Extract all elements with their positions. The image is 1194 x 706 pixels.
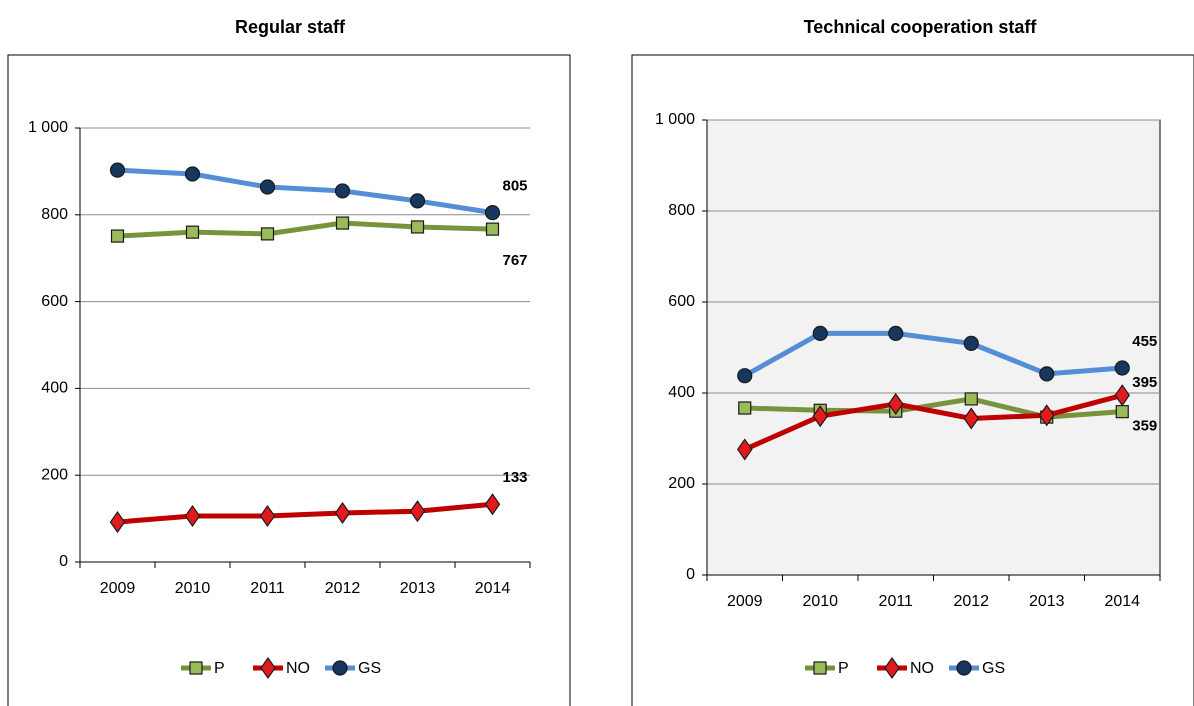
legend-label: P	[214, 660, 225, 677]
x-tick-label: 2009	[100, 580, 136, 597]
marker	[332, 660, 348, 676]
y-tick-label: 0	[59, 553, 68, 570]
series-line	[117, 220, 493, 239]
series-line	[117, 501, 493, 525]
y-tick-label: 800	[668, 202, 695, 219]
marker	[485, 222, 500, 236]
y-tick-label: 200	[668, 475, 695, 492]
legend-label: NO	[286, 660, 310, 677]
marker	[409, 193, 426, 209]
marker	[1114, 384, 1130, 407]
series-line	[743, 392, 1123, 452]
series-line	[744, 396, 1123, 420]
x-tick-label: 2011	[250, 580, 285, 597]
data-label: 455	[1132, 333, 1157, 350]
marker	[109, 162, 126, 178]
x-tick-label: 2010	[802, 593, 838, 610]
marker	[737, 438, 753, 461]
chart-frame	[631, 54, 1194, 706]
y-tick-label: 0	[686, 566, 695, 583]
marker	[335, 216, 350, 230]
chart-title: Regular staff	[235, 17, 346, 37]
legend-label: NO	[910, 660, 934, 677]
chart-title: Technical cooperation staff	[804, 17, 1038, 37]
series-line	[743, 330, 1123, 378]
marker	[884, 656, 900, 680]
legend-label: GS	[358, 660, 381, 677]
marker	[410, 220, 425, 234]
marker	[738, 401, 752, 415]
y-tick-label: 1 000	[28, 119, 68, 136]
marker	[1115, 405, 1129, 419]
x-tick-label: 2009	[727, 593, 763, 610]
x-tick-label: 2012	[325, 580, 361, 597]
marker	[334, 183, 351, 199]
marker	[259, 504, 276, 528]
x-tick-label: 2014	[1104, 593, 1140, 610]
data-label: 767	[503, 252, 528, 269]
data-label: 359	[1132, 418, 1157, 435]
marker	[409, 500, 426, 523]
y-tick-label: 600	[668, 293, 695, 310]
y-tick-label: 400	[41, 380, 68, 397]
x-tick-label: 2010	[175, 580, 211, 597]
marker	[110, 229, 125, 243]
x-tick-label: 2012	[953, 593, 989, 610]
x-tick-label: 2013	[400, 580, 436, 597]
marker	[963, 335, 979, 352]
x-tick-label: 2013	[1029, 593, 1065, 610]
marker	[888, 392, 904, 415]
marker	[184, 166, 201, 182]
x-tick-label: 2014	[475, 580, 511, 597]
legend-label: GS	[982, 660, 1005, 677]
y-tick-label: 400	[668, 384, 695, 401]
marker	[812, 325, 828, 341]
marker	[189, 661, 203, 675]
marker	[184, 504, 201, 528]
marker	[259, 179, 276, 195]
marker	[185, 225, 200, 239]
y-tick-label: 800	[41, 206, 68, 223]
marker	[334, 501, 351, 525]
marker	[1039, 404, 1055, 427]
marker	[737, 368, 753, 384]
plot-area	[80, 128, 530, 562]
marker	[484, 493, 501, 516]
data-label: 395	[1132, 374, 1157, 391]
y-tick-label: 600	[41, 293, 68, 310]
y-tick-label: 200	[41, 466, 68, 483]
marker	[260, 227, 275, 241]
y-tick-label: 1 000	[655, 111, 695, 128]
series-line	[117, 167, 493, 216]
chart-frame	[7, 54, 571, 706]
marker	[812, 405, 828, 428]
data-label: 133	[503, 469, 528, 486]
marker	[1114, 360, 1130, 376]
marker	[109, 511, 126, 534]
legend-label: P	[838, 660, 849, 677]
x-tick-label: 2011	[879, 593, 914, 610]
data-label: 805	[503, 178, 528, 195]
marker	[484, 205, 501, 221]
marker	[1039, 366, 1055, 382]
marker	[813, 661, 827, 675]
plot-area	[706, 119, 1161, 576]
marker	[963, 407, 979, 430]
marker	[964, 392, 978, 406]
marker	[888, 325, 904, 341]
marker	[260, 656, 276, 680]
marker	[956, 660, 972, 676]
